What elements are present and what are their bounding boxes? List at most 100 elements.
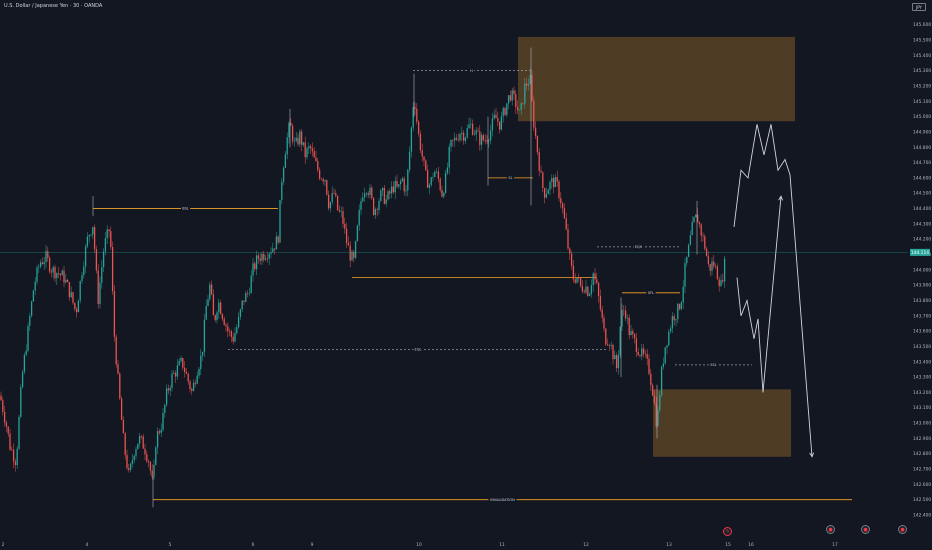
candle-body [75,308,78,313]
currency-button[interactable]: JPY [912,3,926,11]
candle-body [630,331,632,335]
y-tick-label: 142.400 [913,513,931,519]
candle-body [164,404,166,413]
level-label-bg [708,362,719,368]
candle-body [637,351,639,356]
candle-body [167,388,170,391]
candle-body [401,178,404,182]
candle-body [381,187,384,191]
candle-body [594,273,596,280]
candle-body [43,262,45,264]
candle-body [180,357,182,362]
candle-body [515,94,517,108]
candle-body [137,443,139,450]
candle-body [520,103,522,110]
candle-body [196,375,198,384]
candle-body [308,146,310,149]
candle-body [579,277,582,286]
candle-body [488,140,490,142]
candle-body [11,449,13,451]
projection-path[interactable] [736,196,782,393]
candle-body [342,211,344,224]
candle-body [99,282,101,304]
economic-event-icon[interactable]: ● [898,525,907,534]
candle-body [722,280,724,282]
alert-icon[interactable]: ϟ [723,527,732,536]
candle-body [567,229,569,249]
candle-body [286,137,288,155]
candle-body [320,178,323,180]
candle-body [632,331,634,335]
candle-body [605,328,607,345]
candle-body [129,463,132,470]
candle-body [329,201,332,209]
candle-body [201,351,204,356]
candle-body [300,131,303,145]
candle-body [138,435,141,444]
candle-body [702,235,704,237]
y-tick-label: 143.200 [913,390,931,396]
y-tick-label: 143.400 [913,359,931,365]
candle-body [203,319,206,352]
candle-body [171,373,173,388]
candle-body [491,118,494,131]
candle-body [318,169,321,179]
y-tick-label: 145.200 [913,83,931,89]
x-tick-label: 2 [2,542,5,548]
candle-body [293,140,296,142]
candle-body [72,292,74,303]
candle-body [417,121,420,134]
candle-body [648,358,650,374]
candle-body [543,188,546,198]
candle-body [97,270,99,304]
candle-body [497,118,499,122]
candle-body [255,255,258,270]
candle-body [371,187,373,198]
candle-body [252,263,254,276]
candle-body [677,303,679,320]
supply-demand-zone[interactable] [518,36,795,122]
candle-body [569,248,571,254]
candle-body [448,146,450,168]
y-tick-label: 145.100 [913,99,931,105]
supply-demand-zone[interactable] [653,389,791,457]
y-tick-label: 144.400 [913,206,931,212]
candle-body [615,355,618,369]
calendar-event-icon[interactable]: ● [826,525,835,534]
candle-body [698,222,701,225]
candle-body [581,285,584,292]
news-event-icon[interactable]: ● [861,525,870,534]
candle-body [156,431,159,448]
candle-body [682,286,684,303]
level-label-bg [468,68,475,74]
candle-body [194,382,197,384]
candle-body [549,181,551,190]
y-tick-label: 145.300 [913,68,931,74]
candle-body [225,324,227,327]
projection-path[interactable] [733,124,813,457]
candle-body [624,310,627,319]
candle-body [596,279,598,283]
x-tick-label: 10 [416,542,422,548]
candle-body [518,109,521,111]
candle-body [351,251,353,261]
candle-body [425,160,427,171]
candle-body [88,235,90,237]
level-label-bg [180,206,191,212]
candle-body [709,264,711,271]
candle-body [378,200,380,210]
candle-body [192,382,195,391]
candle-body [279,200,281,243]
candle-body [446,167,449,174]
candle-body [432,176,434,178]
candle-body [288,123,290,138]
candle-body [558,181,560,199]
candle-body [718,279,720,287]
candle-body [563,208,566,219]
candle-body [392,186,395,193]
candle-body [498,121,501,130]
candle-body [102,251,105,268]
candle-body [551,178,553,182]
candle-body [527,84,530,86]
